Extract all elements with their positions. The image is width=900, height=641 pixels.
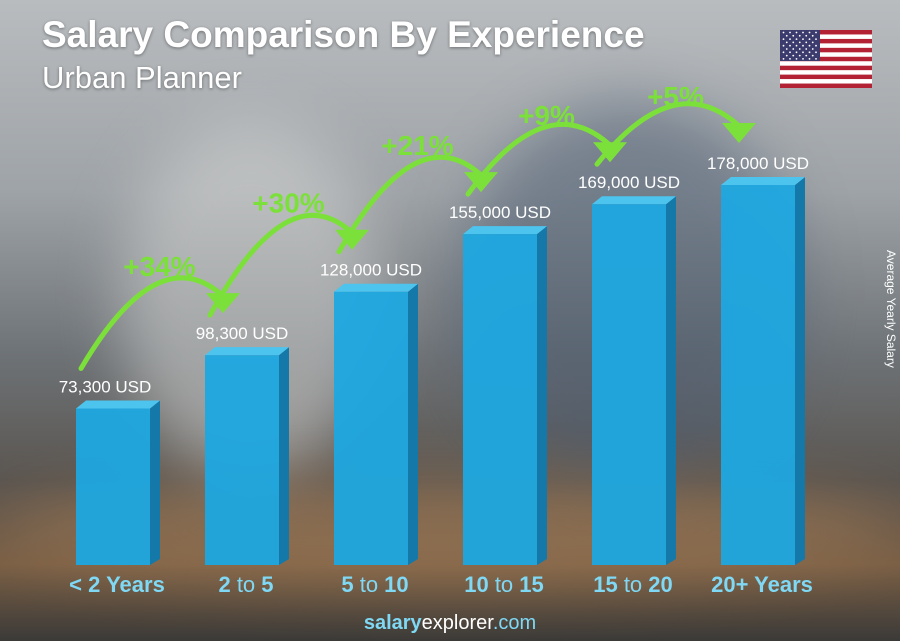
bar-top	[205, 347, 289, 356]
footer-brand-salary: salary	[363, 612, 422, 634]
bar-top	[463, 226, 547, 235]
increase-arrow	[594, 101, 741, 167]
value-label: 169,000 USD	[578, 173, 680, 192]
increase-label: +5%	[647, 81, 704, 112]
bar-top	[721, 177, 805, 185]
value-label: 178,000 USD	[707, 154, 809, 173]
bar	[592, 204, 666, 565]
chart-title: Salary Comparison By Experience	[42, 14, 645, 55]
value-label: 98,300 USD	[196, 324, 289, 343]
y-axis-label: Average Yearly Salary	[884, 250, 898, 368]
bar-side	[537, 226, 547, 565]
arrow-head-icon	[206, 293, 240, 314]
increase-label: +34%	[123, 251, 195, 282]
x-tick-label: 15 to 20	[593, 572, 673, 597]
bar	[463, 234, 537, 565]
us-flag-icon	[780, 30, 872, 88]
bar-side	[408, 283, 418, 565]
bar-top	[592, 196, 676, 205]
bar-side	[666, 196, 676, 565]
footer-brand-com: .com	[492, 612, 537, 634]
increase-arrow	[465, 121, 612, 197]
arrow-head-icon	[722, 123, 756, 143]
x-tick-label: 20+ Years	[711, 572, 813, 597]
value-label: 128,000 USD	[320, 261, 422, 280]
x-tick-label: < 2 Years	[69, 572, 165, 597]
arrow-head-icon	[464, 172, 498, 193]
value-label: 73,300 USD	[59, 378, 152, 397]
bar-side	[150, 400, 160, 565]
increase-arrow	[207, 212, 354, 318]
footer-brand-explorer: explorer	[421, 612, 493, 634]
bar-side	[279, 347, 289, 565]
increase-arrow	[78, 275, 225, 372]
bar-top	[76, 400, 160, 409]
value-label: 155,000 USD	[449, 203, 551, 222]
x-tick-label: 2 to 5	[218, 572, 273, 597]
increase-arrow	[336, 154, 483, 255]
bar	[76, 408, 150, 565]
x-tick-label: 5 to 10	[341, 572, 408, 597]
x-tick-label: 10 to 15	[464, 572, 544, 597]
bar	[721, 185, 795, 565]
chart-subtitle: Urban Planner	[42, 60, 242, 95]
arrow-head-icon	[335, 229, 369, 250]
bar-top	[334, 283, 418, 292]
bar	[334, 291, 408, 565]
increase-label: +21%	[381, 130, 453, 161]
increase-label: +9%	[518, 100, 575, 131]
footer-brand[interactable]: salaryexplorer.com	[0, 612, 900, 635]
increase-label: +30%	[252, 188, 324, 219]
bar	[205, 355, 279, 565]
bar-side	[795, 177, 805, 565]
